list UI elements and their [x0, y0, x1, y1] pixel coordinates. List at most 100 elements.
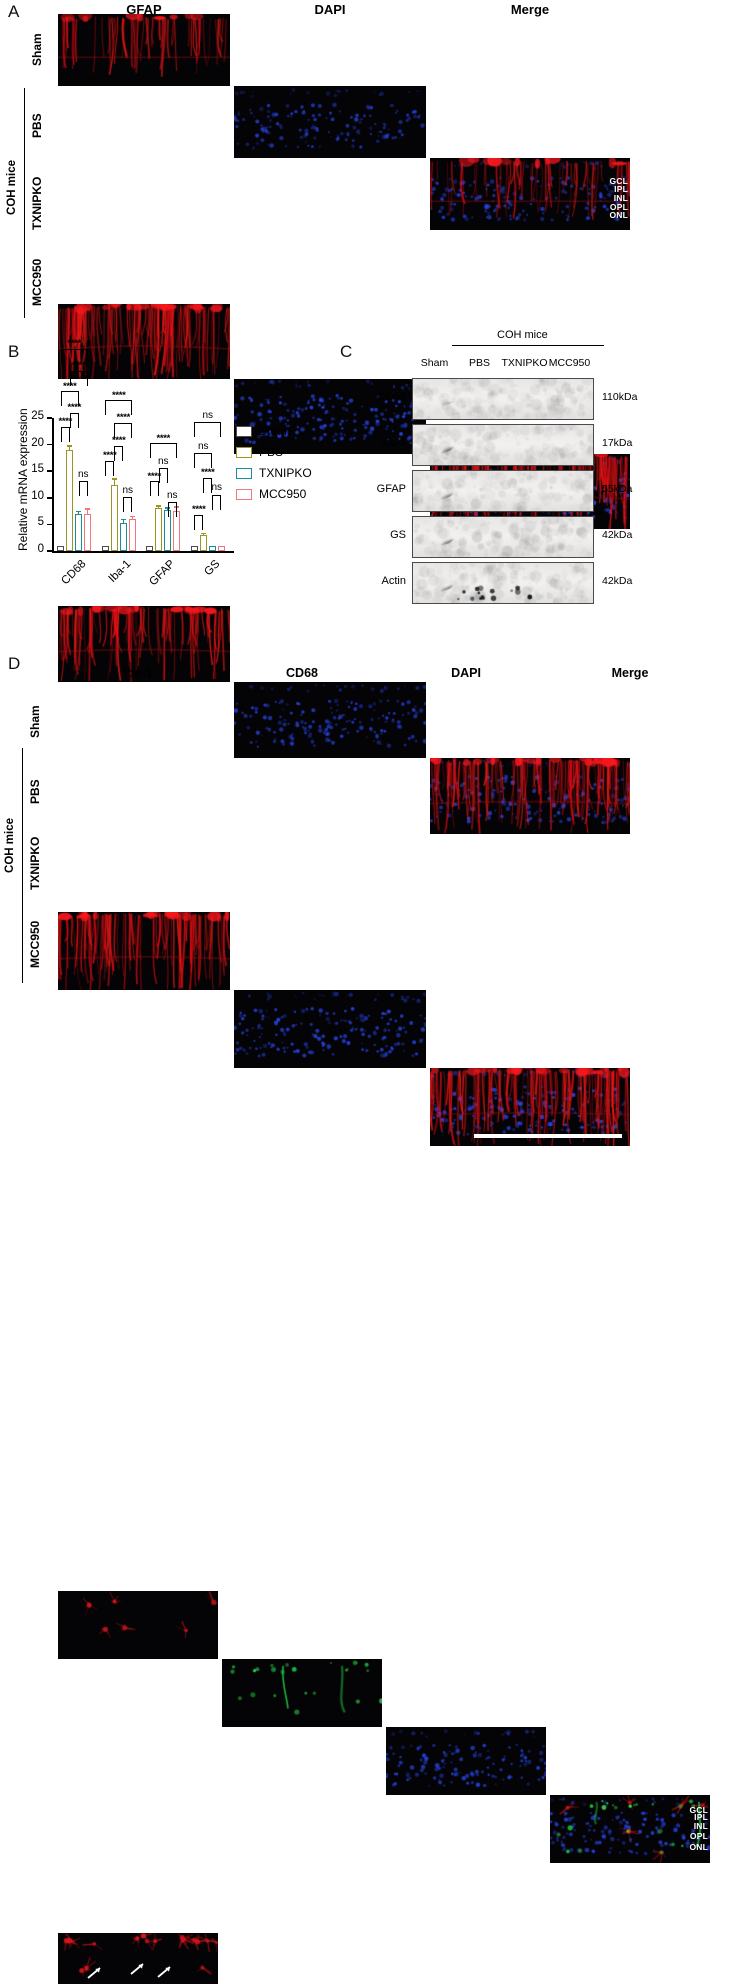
error-bar-cap [129, 515, 135, 518]
x-axis-label-gfap: GFAP [147, 558, 178, 589]
significance-bracket [78, 481, 88, 497]
error-bar-cap [200, 532, 206, 535]
y-tick [47, 550, 52, 552]
significance-bracket [105, 400, 133, 416]
panel-d-row-label-pbs: PBS [28, 779, 42, 805]
significance-label: **** [200, 467, 215, 479]
significance-label: **** [58, 416, 73, 427]
panel-a-micrograph-sham-gfap [58, 14, 230, 86]
panel-c-lane-header-sham: Sham [420, 357, 449, 369]
arrow-icon [130, 1963, 144, 1975]
y-tick-label: 0 [37, 543, 44, 555]
panel-a-coh-label: COH mice [6, 160, 18, 215]
error-bar-cap [76, 511, 82, 513]
panel-a-micrograph-txnipko-gfap [58, 606, 230, 682]
bar-gs-mcc950 [217, 545, 225, 551]
bar-cd68-pbs [66, 449, 74, 551]
bar-cd68-sham [57, 545, 65, 551]
error-bar [78, 511, 80, 515]
panel-d-layer-label-inl: INL [693, 1821, 708, 1832]
significance-bracket [149, 443, 177, 458]
y-tick [47, 417, 52, 419]
significance-bracket [69, 412, 79, 428]
significance-bracket [194, 453, 213, 469]
significance-label: ns [197, 440, 209, 452]
error-bar-cap [67, 445, 73, 447]
figure-root: A GFAP DAPI Merge Sham PBS TXNIPKO MCC950 GCL… [4, 2, 710, 1984]
panel-d-micrograph-sham-cd68 [222, 1659, 382, 1727]
panel-d-micrograph-sham-dapi [386, 1727, 546, 1795]
significance-label: **** [191, 504, 206, 516]
significance-label: ns [77, 468, 89, 480]
y-tick-label: 20 [31, 436, 44, 449]
significance-bracket [69, 370, 88, 386]
panel-c-blot-iba-1 [412, 424, 594, 466]
significance-label: **** [156, 432, 171, 444]
panel-a-micrograph-mcc950-dapi [234, 990, 426, 1068]
significance-bracket [194, 422, 222, 438]
panel-d-row-label-sham: Sham [28, 705, 42, 739]
x-axis-label-iba-1: Iba-1 [106, 558, 134, 586]
panel-d-layer-label-opl: OPL [689, 1830, 708, 1841]
panel-d-column-header-cd68: CD68 [286, 666, 318, 680]
panel-d-layer-label-onl: ONL [689, 1841, 708, 1852]
significance-label: **** [67, 338, 82, 350]
significance-label: **** [62, 380, 77, 392]
legend-swatch-pbs [236, 446, 252, 458]
panel-c-lane-header-mcc950: MCC950 [548, 357, 591, 369]
panel-c-letter: C [340, 342, 353, 361]
bar-iba-1-txnipko [119, 522, 127, 551]
panel-c-blot-gs [412, 516, 594, 558]
y-tick-label: 15 [31, 463, 44, 476]
bar-gs-pbs [199, 535, 207, 551]
panel-d-column-header-iba-1: Iba-1 [123, 666, 153, 680]
y-axis [52, 418, 54, 552]
panel-a-micrograph-pbs-dapi [234, 379, 426, 454]
panel-a-micrograph-mcc950-gfap [58, 912, 230, 990]
panel-c-blot-mw-gs: 42kDa [602, 529, 633, 541]
y-tick [47, 497, 52, 499]
panel-c-blot-label-cd68: CD68 [377, 391, 406, 403]
legend-item-txnipko: TXNIPKO [236, 466, 312, 480]
panel-c-blot-mw-cd68: 110kDa [602, 391, 638, 403]
significance-label: ns [211, 482, 223, 494]
arrow-icon [157, 1966, 171, 1978]
significance-label: **** [71, 360, 86, 372]
bar-gs-sham [190, 545, 198, 551]
panel-c-blot-mw-gfap: 55kDa [602, 483, 633, 495]
panel-d-layer-label-ipl: IPL [694, 1812, 708, 1823]
y-tick-label: 5 [37, 516, 44, 529]
panel-a-column-header-merge: Merge [510, 2, 550, 17]
panel-c-blot-mw-iba-1: 17kDa [602, 437, 633, 449]
panel-a-layer-label-inl: INL [613, 193, 628, 203]
panel-a-column-header-gfap: GFAP [126, 2, 162, 17]
legend-swatch-txnipko [236, 467, 252, 479]
legend-label-txnipko: TXNIPKO [259, 466, 312, 480]
significance-label: **** [116, 412, 131, 424]
significance-label: ns [166, 489, 178, 501]
error-bar [113, 478, 115, 486]
legend-item-mcc950: MCC950 [236, 487, 306, 501]
error-bar-cap [85, 508, 91, 510]
panel-c-coh-label: COH mice [497, 329, 548, 341]
panel-c-blot-mw-actin: 42kDa [602, 575, 633, 587]
y-tick-label: 25 [31, 410, 44, 422]
significance-bracket [203, 477, 213, 493]
error-bar [158, 505, 160, 509]
significance-bracket [167, 502, 177, 518]
bar-cd68-mcc950 [84, 513, 92, 551]
significance-bracket [60, 391, 79, 407]
panel-a-row-label-mcc950: MCC950 [30, 258, 44, 306]
y-tick [47, 470, 52, 472]
bar-iba-1-mcc950 [128, 519, 136, 551]
significance-label: **** [111, 435, 126, 447]
panel-c-blot-cd68 [412, 378, 594, 420]
error-bar-cap [165, 507, 171, 509]
panel-d-micrograph-sham-iba-1 [58, 1591, 218, 1659]
significance-label: ns [122, 484, 134, 496]
panel-c-blot-label-iba-1: Iba-1 [380, 437, 406, 449]
panel-a-letter: A [8, 2, 20, 21]
significance-bracket [158, 468, 168, 483]
bar-iba-1-sham [101, 545, 109, 551]
error-bar-cap [120, 519, 126, 521]
